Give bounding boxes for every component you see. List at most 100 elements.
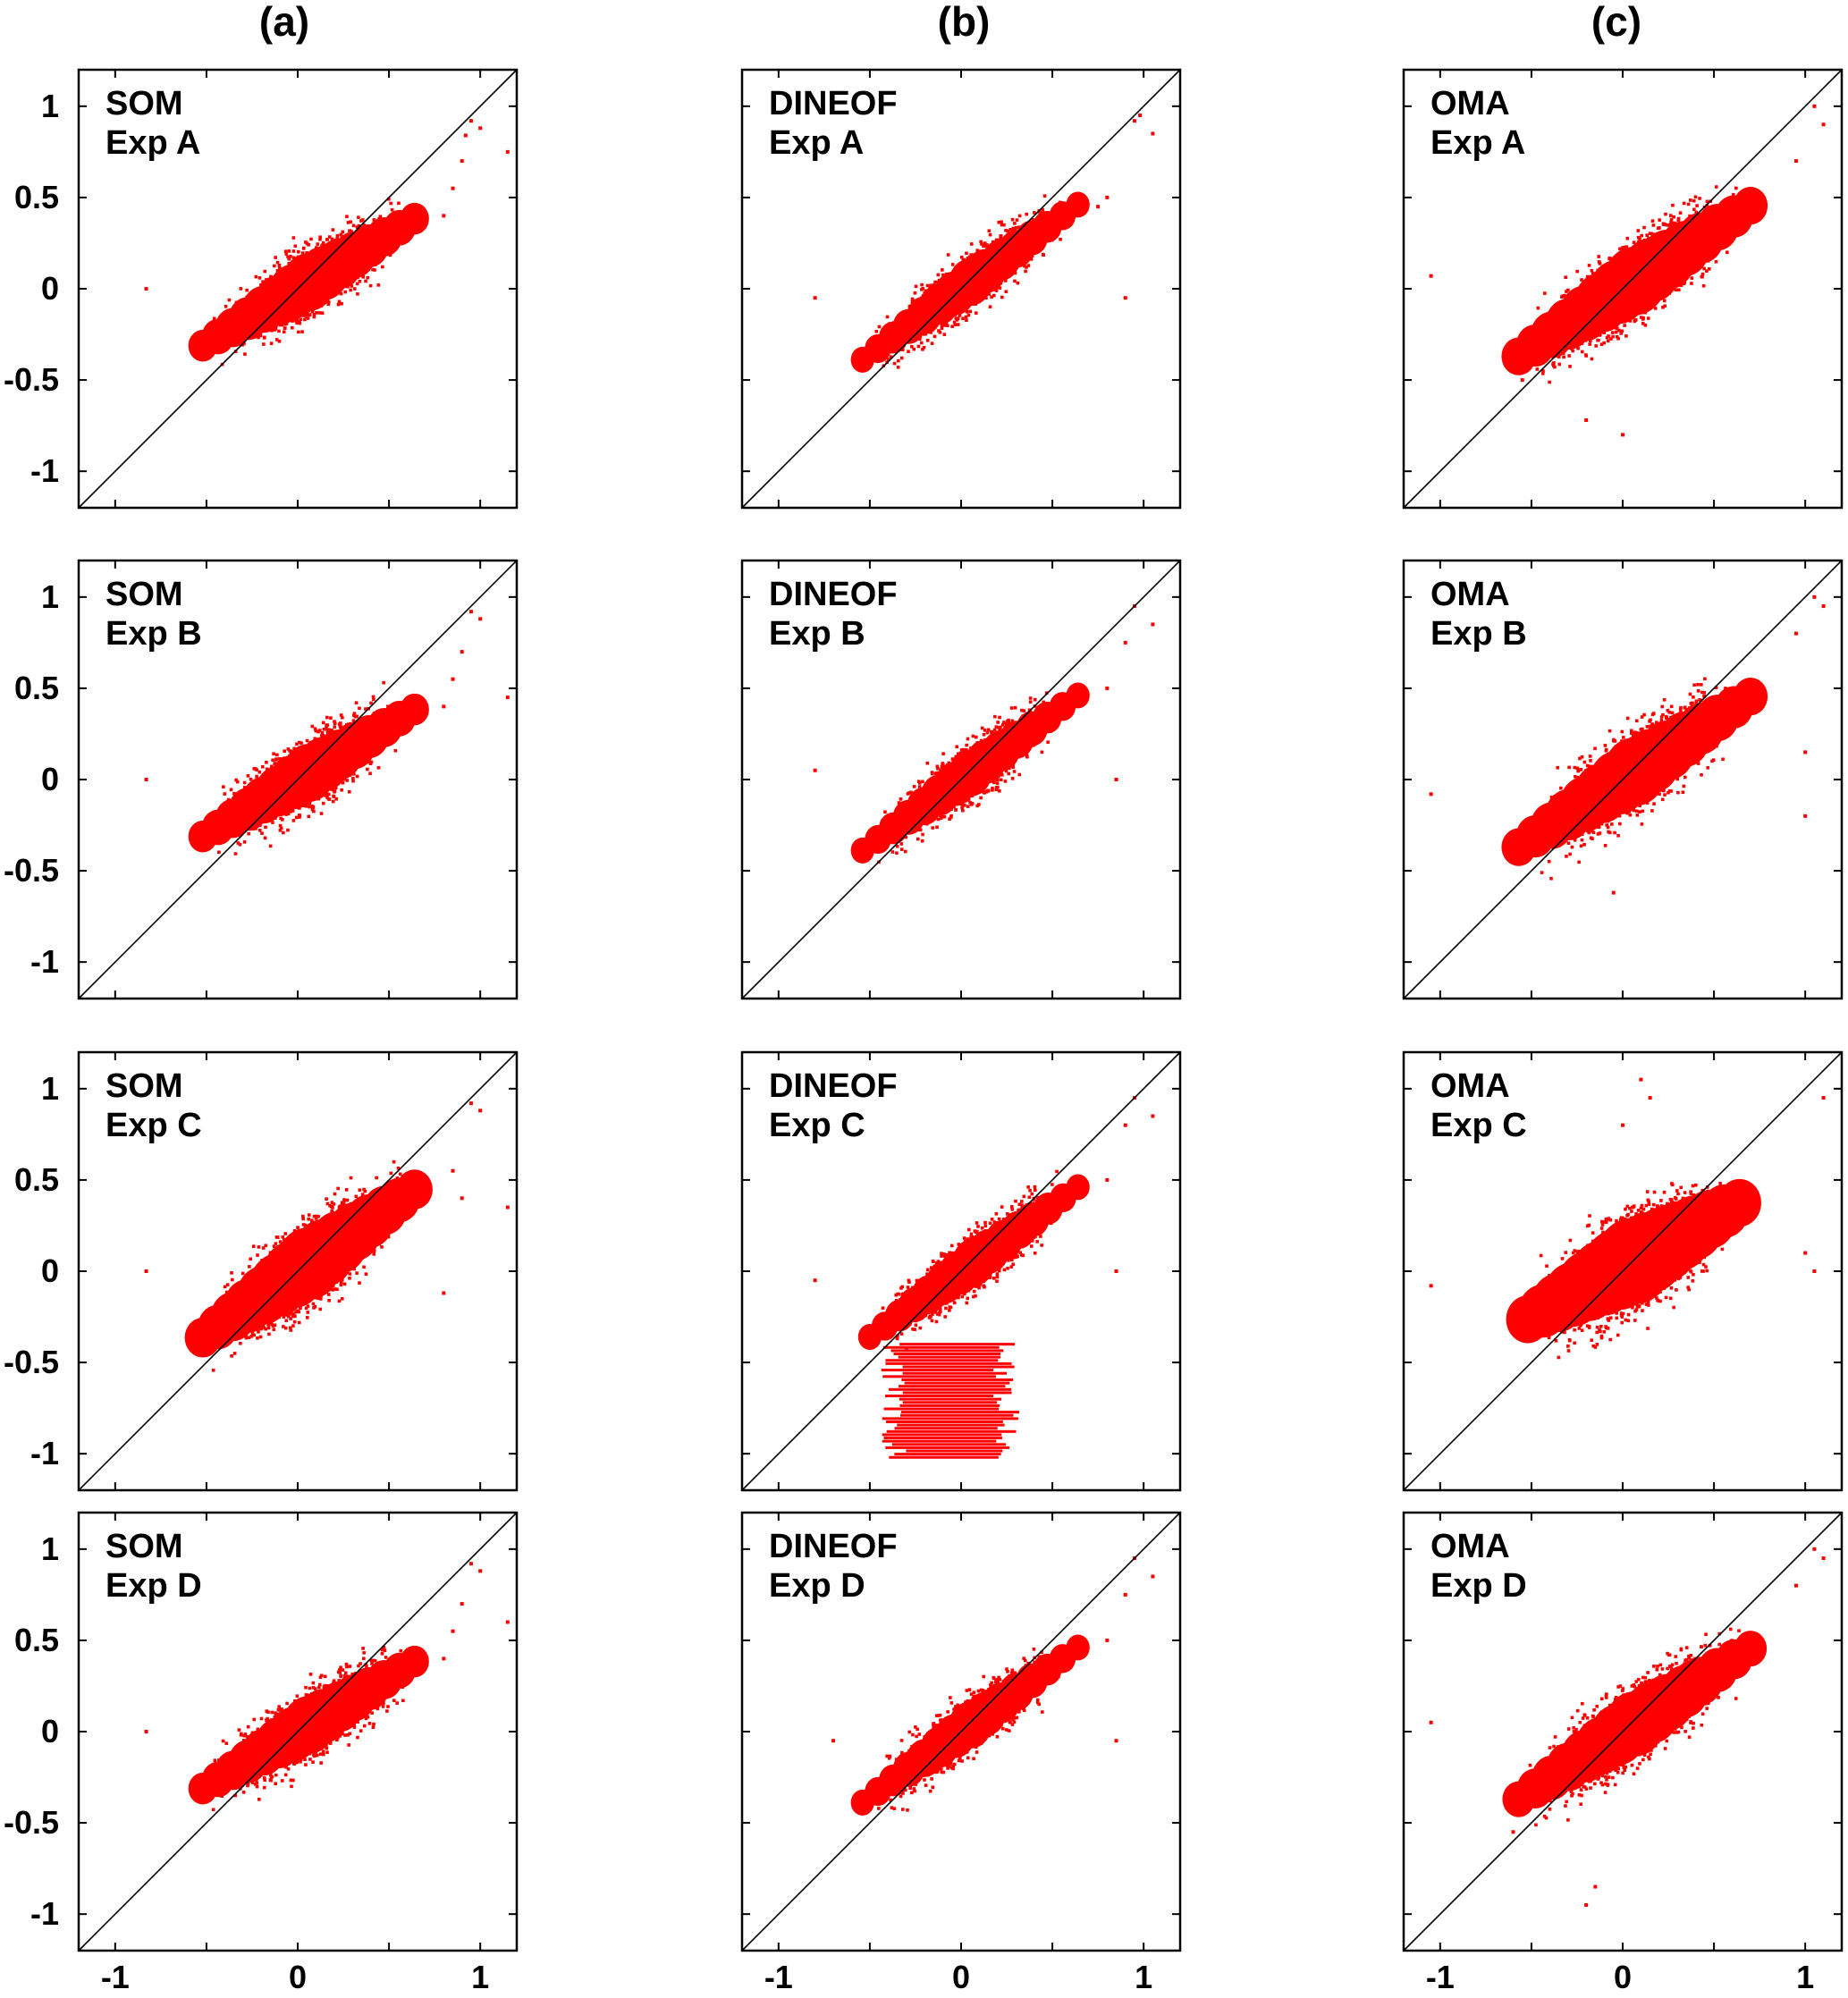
data-point [918,337,922,341]
data-point [980,242,983,246]
data-point [959,255,964,259]
data-point [1682,201,1686,206]
data-point [886,358,890,361]
data-point [956,316,960,321]
data-point [885,315,890,319]
data-point [1664,212,1667,216]
data-point [1031,218,1035,222]
data-point [1700,274,1704,279]
data-point [1645,233,1649,237]
data-point [921,347,924,351]
data-point [243,352,247,356]
outlier-point [478,126,483,131]
data-point [967,255,972,259]
data-point [1698,197,1701,200]
data-point [920,282,924,287]
data-point [376,765,381,770]
data-point [337,299,342,304]
data-point [275,260,280,265]
data-point [314,729,318,733]
outlier-point [1123,296,1127,300]
data-point [343,290,348,294]
data-point [361,218,365,222]
data-point [1015,225,1018,230]
data-point [1688,198,1692,202]
data-point [1017,225,1021,229]
data-point [992,293,996,298]
data-point [1590,268,1594,273]
data-point [987,229,992,233]
data-point [291,319,294,323]
data-point [907,350,910,354]
data-point [277,263,282,267]
data-point [1042,194,1047,198]
data-point [1011,226,1016,231]
data-point [950,263,955,266]
data-point [368,283,373,288]
data-point [1576,346,1580,350]
data-point [305,251,308,255]
outlier-point [1096,205,1101,209]
outlier-point [1584,418,1589,422]
data-point [1013,279,1017,283]
data-point [1672,215,1675,219]
column-title-a: (a) [259,0,309,45]
outlier-point [1429,274,1433,278]
data-point [941,273,945,277]
data-point [1597,338,1600,342]
outlier-point [1621,433,1624,437]
data-point [1618,247,1622,251]
data-point [956,323,960,326]
data-point [999,234,1003,238]
data-point [376,283,381,287]
data-point [282,330,286,334]
reference-line [78,69,518,509]
data-point [1714,259,1718,264]
data-point [1636,229,1641,232]
data-point [1633,319,1637,324]
data-point-cluster [1066,191,1090,218]
data-point [1003,279,1008,282]
data-point [1668,214,1673,217]
data-point [217,850,221,855]
data-point [964,315,968,319]
data-point [940,326,944,330]
data-point [998,286,1002,290]
data-point [352,287,357,291]
data-point [336,302,341,307]
data-point [335,237,339,241]
data-point [1651,223,1656,227]
data-point [263,269,267,274]
data-point [1708,267,1711,271]
data-point [262,342,266,346]
data-point [1677,288,1681,292]
data-point [274,326,278,331]
data-point [1552,361,1556,365]
data-point [304,240,308,244]
data-point [1016,281,1020,285]
data-point [291,236,296,240]
data-point [1575,269,1580,274]
outlier-point [505,149,510,154]
data-point [387,197,391,201]
data-point [309,237,313,241]
data-point [347,789,351,794]
data-point [312,315,316,319]
data-point [1038,211,1042,215]
data-point [301,246,306,250]
data-point [358,706,361,711]
outlier-point [463,133,468,138]
data-point [319,812,324,815]
method-label: DINEOF [769,85,898,122]
data-point [930,341,934,346]
data-point [1588,342,1591,346]
method-label: SOM [105,85,183,122]
experiment-label: Exp A [1430,124,1525,162]
data-point [378,215,383,219]
data-point [239,287,243,291]
data-point [1010,217,1015,222]
data-point [1607,334,1610,338]
data-point [341,230,345,234]
